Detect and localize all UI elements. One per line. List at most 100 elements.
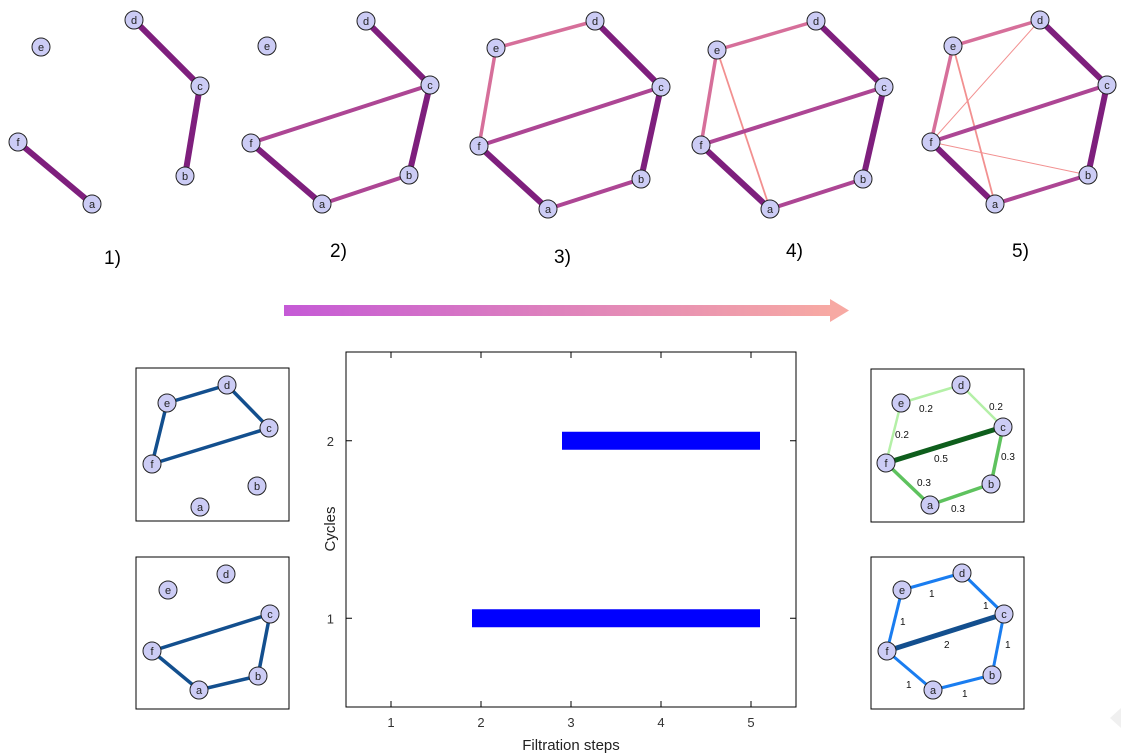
- svg-text:a: a: [927, 500, 934, 512]
- node-b: b: [399, 165, 419, 185]
- step-4-label: 4): [786, 241, 803, 262]
- x-tick-label: 3: [567, 715, 574, 730]
- weight-c-b: 0.3: [1001, 452, 1015, 463]
- edge-f-c: [700, 85, 885, 147]
- y-axis-title: Cycles: [322, 506, 339, 551]
- edge-c-b: [406, 84, 433, 176]
- node-e: e: [486, 38, 506, 58]
- weight-f-a: 1: [906, 680, 912, 691]
- weight-c-b: 1: [1005, 640, 1011, 651]
- barcode-bar-cycle-2: [562, 431, 760, 450]
- edge-e-d: [716, 19, 817, 52]
- node-e: e: [892, 580, 912, 600]
- node-d: d: [952, 563, 972, 583]
- svg-text:b: b: [1085, 170, 1091, 182]
- edge-f-c: [885, 424, 1004, 466]
- svg-text:b: b: [638, 174, 644, 186]
- node-b: b: [631, 169, 651, 189]
- edge-f-a: [886, 649, 934, 692]
- node-b: b: [1078, 165, 1098, 185]
- svg-text:c: c: [1104, 80, 1110, 92]
- node-e: e: [257, 36, 277, 56]
- x-tick-label: 2: [477, 715, 484, 730]
- plot-frame: [345, 351, 797, 708]
- weight-f-c: 2: [944, 640, 950, 651]
- weight-a-b: 0.3: [951, 504, 965, 515]
- svg-text:a: a: [89, 199, 96, 211]
- edge-e-d: [952, 18, 1041, 48]
- node-c: c: [1097, 75, 1117, 95]
- weight-f-e: 1: [900, 617, 906, 628]
- filtration-arrow: [284, 299, 849, 322]
- svg-text:e: e: [264, 41, 270, 53]
- node-b: b: [248, 666, 268, 686]
- svg-text:f: f: [885, 646, 889, 658]
- step-1-graph: e d c f b a 1): [8, 10, 210, 269]
- step-3-label: 3): [554, 247, 571, 268]
- svg-text:e: e: [493, 43, 499, 55]
- edge-c-b: [990, 613, 1006, 676]
- svg-text:c: c: [267, 609, 273, 621]
- svg-text:b: b: [860, 174, 866, 186]
- node-c: c: [994, 604, 1014, 624]
- edge-d-c: [1037, 17, 1110, 88]
- node-c: c: [651, 77, 671, 97]
- step-2-graph: e d c f b a 2): [241, 11, 440, 262]
- node-c: c: [993, 417, 1013, 437]
- edge-f-c: [930, 83, 1108, 144]
- edge-a-b: [769, 177, 864, 211]
- step-5-label: 5): [1012, 241, 1029, 262]
- step-4-graph: e d c f b a 4): [691, 11, 894, 262]
- edge-c-b: [182, 85, 203, 177]
- node-d: d: [217, 375, 237, 395]
- node-c: c: [190, 76, 210, 96]
- x-tick-label: 1: [387, 715, 394, 730]
- step-1-label: 1): [104, 248, 121, 269]
- node-f: f: [469, 136, 489, 156]
- y-tick-label: 2: [327, 434, 334, 449]
- node-a: a: [760, 199, 780, 219]
- node-d: d: [216, 564, 236, 584]
- svg-text:e: e: [950, 41, 956, 53]
- edge-f-a: [16, 139, 94, 207]
- step-5-graph: e d c f b a 5): [921, 10, 1117, 262]
- weighted-graph-panel-green: e d c f b a 0.2 0.2 0.2 0.5 0.3 0.3 0.3: [870, 368, 1025, 523]
- weight-a-b: 1: [962, 689, 968, 700]
- barcode-chart: 1 2 3 4 5 1 2 Filtration steps Cycles: [322, 351, 797, 753]
- edge-e-d: [901, 571, 963, 592]
- node-d: d: [124, 10, 144, 30]
- x-axis-title: Filtration steps: [522, 737, 620, 753]
- svg-text:b: b: [989, 670, 995, 682]
- svg-text:f: f: [150, 459, 154, 471]
- edge-d-c: [592, 18, 664, 90]
- svg-text:a: a: [992, 199, 999, 211]
- svg-text:c: c: [658, 82, 664, 94]
- edge-c-b: [638, 86, 664, 180]
- svg-text:d: d: [224, 380, 230, 392]
- edge-a-b: [547, 177, 642, 211]
- node-a: a: [312, 194, 332, 214]
- node-f: f: [142, 454, 162, 474]
- svg-text:b: b: [254, 481, 260, 493]
- node-c: c: [874, 77, 894, 97]
- svg-text:f: f: [477, 141, 481, 153]
- weight-f-a: 0.3: [917, 478, 931, 489]
- svg-text:a: a: [930, 685, 937, 697]
- node-a: a: [189, 680, 209, 700]
- node-a: a: [82, 194, 102, 214]
- node-f: f: [8, 132, 28, 152]
- chart-marks: 1 2 3 4 5 1 2: [327, 352, 796, 730]
- svg-text:f: f: [884, 458, 888, 470]
- svg-text:f: f: [699, 140, 703, 152]
- svg-text:b: b: [988, 479, 994, 491]
- weight-f-e: 0.2: [895, 430, 909, 441]
- svg-text:f: f: [929, 137, 933, 149]
- node-f: f: [691, 135, 711, 155]
- svg-text:e: e: [164, 398, 170, 410]
- node-b: b: [982, 665, 1002, 685]
- step-2-label: 2): [330, 241, 347, 262]
- edge-a-b: [932, 673, 993, 692]
- node-e: e: [943, 36, 963, 56]
- svg-text:c: c: [266, 423, 272, 435]
